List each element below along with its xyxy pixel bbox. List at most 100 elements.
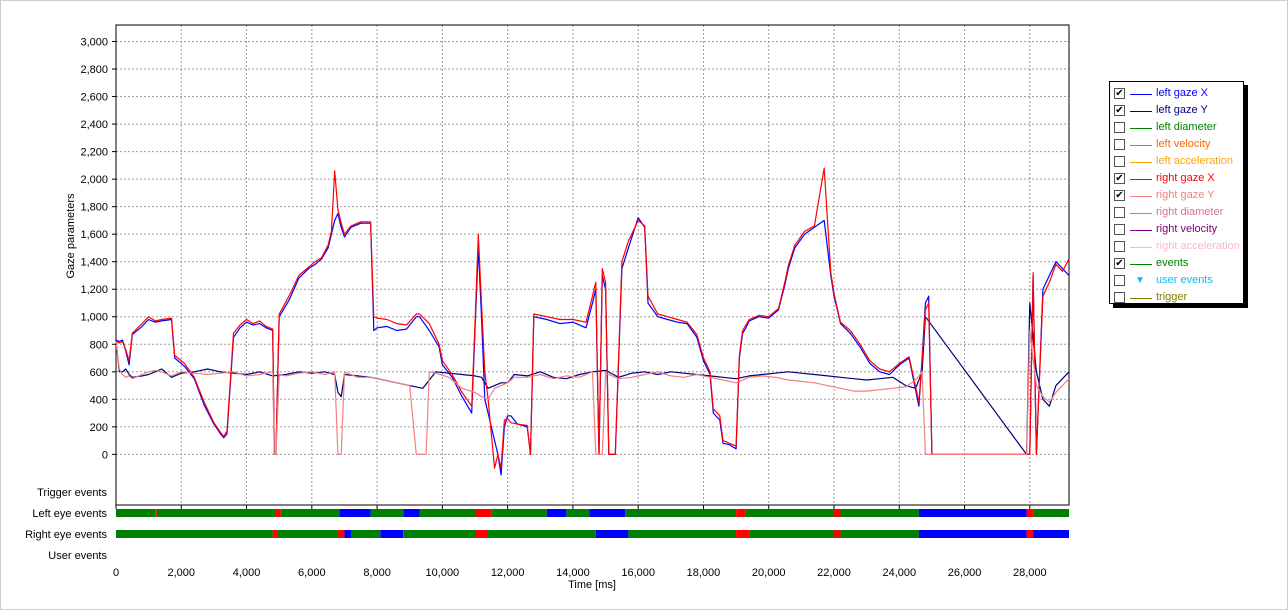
- events-layer: Trigger events Left eye events Right eye e…: [25, 487, 1069, 562]
- x-tick-label: 18,000: [687, 567, 721, 579]
- event-segment-blink: [1026, 530, 1034, 538]
- event-segment-saccade: [403, 509, 420, 517]
- legend-item-left-acceleration[interactable]: left acceleration: [1110, 154, 1243, 171]
- event-segment-fixation: [116, 509, 156, 517]
- legend-checkbox[interactable]: [1114, 139, 1125, 150]
- x-tick-label: 6,000: [298, 567, 326, 579]
- legend-checkbox[interactable]: ✔: [1114, 173, 1125, 184]
- event-segment-fixation: [419, 509, 476, 517]
- x-tick-label: 4,000: [233, 567, 261, 579]
- legend-panel: ✔ left gaze X ✔ left gaze Y left diameter lef…: [1109, 81, 1244, 304]
- legend-label: right gaze X: [1156, 172, 1215, 184]
- legend-swatch: [1130, 264, 1152, 265]
- legend-item-right-velocity[interactable]: right velocity: [1110, 222, 1243, 239]
- x-tick-label: 0: [113, 567, 119, 579]
- series-line-right-gaze-X: [115, 167, 1070, 469]
- legend-checkbox[interactable]: [1114, 207, 1125, 218]
- legend-checkbox[interactable]: [1114, 241, 1125, 252]
- y-tick-label: 200: [90, 422, 108, 434]
- event-segment-blink: [272, 530, 278, 538]
- event-segment-saccade: [380, 530, 404, 538]
- event-segment-blink: [475, 509, 492, 517]
- x-tick-label: 8,000: [363, 567, 391, 579]
- legend-checkbox[interactable]: [1114, 292, 1125, 303]
- event-segment-saccade: [589, 509, 626, 517]
- x-tick-label: 22,000: [817, 567, 851, 579]
- event-segment-fixation: [116, 530, 273, 538]
- event-segment-fixation: [280, 509, 340, 517]
- legend-checkbox[interactable]: [1114, 275, 1125, 286]
- event-segment-fixation: [745, 509, 835, 517]
- x-axis-label: Time [ms]: [568, 579, 616, 591]
- event-segment-fixation: [840, 530, 919, 538]
- legend-label: left velocity: [1156, 138, 1211, 150]
- triangle-down-icon: ▼: [1135, 275, 1145, 286]
- event-row-label: User events: [48, 550, 107, 562]
- legend-item-events[interactable]: ✔ events: [1110, 256, 1243, 273]
- y-tick-label: 400: [90, 394, 108, 406]
- legend-item-right-diameter[interactable]: right diameter: [1110, 205, 1243, 222]
- y-axis-label: Gaze parameters: [65, 193, 77, 278]
- event-segment-blink: [834, 509, 841, 517]
- x-tick-label: 12,000: [491, 567, 525, 579]
- event-row-label: Left eye events: [32, 508, 107, 520]
- legend-checkbox[interactable]: ✔: [1114, 190, 1125, 201]
- legend-checkbox[interactable]: [1114, 122, 1125, 133]
- legend-label: right velocity: [1156, 223, 1218, 235]
- legend-swatch: [1130, 128, 1152, 129]
- event-segment-fixation: [749, 530, 835, 538]
- legend-label: left diameter: [1156, 121, 1217, 133]
- legend-checkbox[interactable]: [1114, 156, 1125, 167]
- event-segment-fixation: [350, 530, 381, 538]
- x-tick-label: 2,000: [168, 567, 196, 579]
- y-tick-label: 2,000: [80, 174, 108, 186]
- x-tick-label: 26,000: [948, 567, 982, 579]
- event-segment-saccade: [1033, 530, 1069, 538]
- event-segment-fixation: [403, 530, 476, 538]
- legend-checkbox[interactable]: ✔: [1114, 88, 1125, 99]
- legend-swatch: [1130, 94, 1152, 95]
- event-row-label: Right eye events: [25, 529, 107, 541]
- legend-item-trigger[interactable]: trigger: [1110, 290, 1243, 307]
- legend-label: user events: [1156, 274, 1213, 286]
- x-tick-label: 14,000: [556, 567, 590, 579]
- legend-item-right-gaze-Y[interactable]: ✔ right gaze Y: [1110, 188, 1243, 205]
- legend-item-left-gaze-Y[interactable]: ✔ left gaze Y: [1110, 103, 1243, 120]
- y-tick-label: 3,000: [80, 37, 108, 49]
- legend-label: left gaze X: [1156, 87, 1208, 99]
- event-segment-blink: [475, 530, 489, 538]
- legend-label: left gaze Y: [1156, 104, 1208, 116]
- y-tick-label: 1,600: [80, 229, 108, 241]
- legend-swatch: [1130, 179, 1152, 180]
- legend-item-right-gaze-X[interactable]: ✔ right gaze X: [1110, 171, 1243, 188]
- plot-frame: [115, 24, 1070, 506]
- legend-label: left acceleration: [1156, 155, 1234, 167]
- event-segment-fixation: [840, 509, 919, 517]
- legend-swatch: [1130, 145, 1152, 146]
- legend-checkbox[interactable]: [1114, 224, 1125, 235]
- y-tick-label: 2,400: [80, 119, 108, 131]
- legend-label: right acceleration: [1156, 240, 1240, 252]
- legend-swatch: [1130, 111, 1152, 112]
- legend-checkbox[interactable]: ✔: [1114, 258, 1125, 269]
- legend-item-user-events[interactable]: ▼ user events: [1110, 273, 1243, 290]
- legend-item-left-velocity[interactable]: left velocity: [1110, 137, 1243, 154]
- event-segment-fixation: [625, 509, 737, 517]
- event-segment-saccade: [595, 530, 629, 538]
- event-segment-blink: [1026, 509, 1034, 517]
- legend-item-left-gaze-X[interactable]: ✔ left gaze X: [1110, 86, 1243, 103]
- y-tick-label: 2,200: [80, 147, 108, 159]
- legend-checkbox[interactable]: ✔: [1114, 105, 1125, 116]
- legend-item-right-acceleration[interactable]: right acceleration: [1110, 239, 1243, 256]
- y-tick-label: 1,000: [80, 312, 108, 324]
- legend-swatch: [1130, 213, 1152, 214]
- y-tick-label: 1,800: [80, 202, 108, 214]
- y-tick-label: 1,400: [80, 257, 108, 269]
- x-tick-label: 10,000: [426, 567, 460, 579]
- x-tick-label: 24,000: [882, 567, 916, 579]
- event-segment-saccade: [339, 509, 371, 517]
- legend-item-left-diameter[interactable]: left diameter: [1110, 120, 1243, 137]
- event-segment-blink: [834, 530, 841, 538]
